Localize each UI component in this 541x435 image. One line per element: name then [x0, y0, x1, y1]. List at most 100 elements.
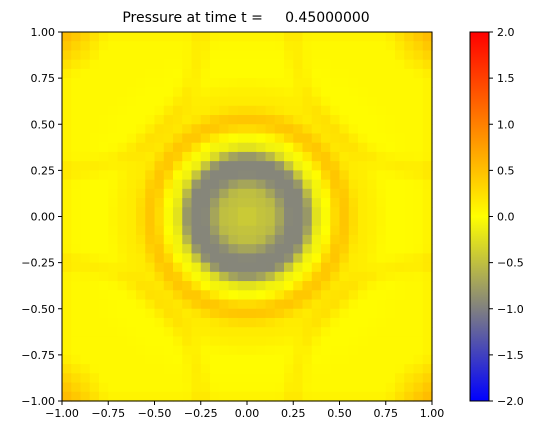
- heatmap-cell: [256, 253, 267, 264]
- heatmap-cell: [136, 179, 146, 190]
- y-tick-label: 0.50: [31, 118, 56, 131]
- heatmap-cell: [247, 299, 257, 310]
- heatmap-cell: [182, 234, 193, 245]
- heatmap-cell: [210, 327, 220, 338]
- heatmap-cell: [126, 354, 137, 365]
- heatmap-cell: [293, 32, 304, 42]
- heatmap-cell: [413, 96, 424, 107]
- heatmap-cell: [321, 115, 331, 125]
- heatmap-cell: [395, 216, 405, 227]
- heatmap-cell: [376, 225, 387, 236]
- heatmap-cell: [182, 308, 193, 319]
- heatmap-cell: [126, 170, 137, 181]
- heatmap-cell: [348, 345, 359, 356]
- heatmap-cell: [339, 216, 350, 227]
- heatmap-cell: [145, 327, 156, 338]
- heatmap-cell: [413, 142, 424, 153]
- heatmap-cell: [200, 68, 211, 79]
- heatmap-cell: [330, 271, 341, 282]
- x-tick-label: 0.00: [235, 407, 260, 420]
- heatmap-cell: [145, 391, 156, 402]
- heatmap-cell: [136, 59, 146, 70]
- heatmap-cell: [89, 188, 100, 199]
- heatmap-cell: [237, 96, 248, 107]
- heatmap-cell: [117, 151, 128, 162]
- heatmap-cell: [62, 216, 72, 227]
- heatmap-cell: [126, 234, 137, 245]
- heatmap-cell: [71, 364, 82, 374]
- heatmap-cell: [311, 59, 322, 70]
- heatmap-cell: [404, 354, 415, 365]
- heatmap-cell: [293, 234, 304, 245]
- heatmap-cell: [367, 317, 378, 328]
- heatmap-cell: [321, 41, 331, 52]
- heatmap-cell: [311, 382, 322, 393]
- heatmap-cell: [62, 225, 72, 236]
- heatmap-cell: [321, 382, 331, 393]
- heatmap-cell: [293, 161, 304, 171]
- heatmap-cell: [219, 262, 230, 273]
- heatmap-cell: [228, 382, 239, 393]
- heatmap-cell: [219, 124, 230, 135]
- heatmap-cell: [210, 142, 220, 153]
- heatmap-cell: [395, 142, 405, 153]
- heatmap-cell: [182, 198, 193, 208]
- heatmap-cell: [126, 271, 137, 282]
- heatmap-cell: [284, 68, 294, 79]
- heatmap-cell: [413, 207, 424, 218]
- heatmap-cell: [117, 96, 128, 107]
- heatmap-cell: [422, 68, 433, 79]
- heatmap-cell: [80, 290, 91, 301]
- heatmap-cell: [293, 290, 304, 301]
- heatmap-cell: [265, 198, 276, 208]
- heatmap-cell: [210, 299, 220, 310]
- heatmap-cell: [358, 253, 368, 264]
- heatmap-cell: [80, 382, 91, 393]
- heatmap-cell: [108, 262, 119, 273]
- heatmap-cell: [376, 179, 387, 190]
- heatmap-cell: [395, 271, 405, 282]
- heatmap-cell: [145, 373, 156, 384]
- heatmap-cell: [182, 151, 193, 162]
- heatmap-cell: [191, 382, 202, 393]
- heatmap-cell: [274, 142, 285, 153]
- heatmap-cell: [330, 336, 341, 347]
- heatmap-cell: [376, 364, 387, 374]
- heatmap-cell: [376, 253, 387, 264]
- heatmap-cell: [395, 225, 405, 236]
- heatmap-cell: [62, 87, 72, 98]
- heatmap-cell: [154, 207, 165, 218]
- heatmap-cell: [228, 115, 239, 125]
- heatmap-cell: [321, 262, 331, 273]
- heatmap-cell: [348, 151, 359, 162]
- heatmap-cell: [163, 364, 174, 374]
- heatmap-cell: [348, 78, 359, 88]
- heatmap-cell: [395, 78, 405, 88]
- heatmap-cell: [274, 133, 285, 144]
- heatmap-cell: [62, 290, 72, 301]
- heatmap-cell: [80, 133, 91, 144]
- heatmap-cell: [247, 391, 257, 402]
- heatmap-cell: [228, 207, 239, 218]
- heatmap-cell: [80, 87, 91, 98]
- heatmap-cell: [376, 32, 387, 42]
- heatmap-cell: [367, 198, 378, 208]
- heatmap-cell: [99, 253, 109, 264]
- heatmap-cell: [191, 41, 202, 52]
- heatmap-cell: [395, 336, 405, 347]
- heatmap-cell: [404, 336, 415, 347]
- heatmap-cell: [339, 32, 350, 42]
- heatmap-cell: [210, 133, 220, 144]
- heatmap-cell: [422, 216, 433, 227]
- heatmap-cell: [321, 253, 331, 264]
- heatmap-cell: [256, 327, 267, 338]
- heatmap-cell: [228, 105, 239, 116]
- heatmap-cell: [200, 271, 211, 282]
- heatmap-cell: [395, 345, 405, 356]
- heatmap-cell: [136, 336, 146, 347]
- heatmap-cell: [311, 308, 322, 319]
- heatmap-cell: [117, 207, 128, 218]
- heatmap-cell: [117, 87, 128, 98]
- heatmap-cell: [145, 41, 156, 52]
